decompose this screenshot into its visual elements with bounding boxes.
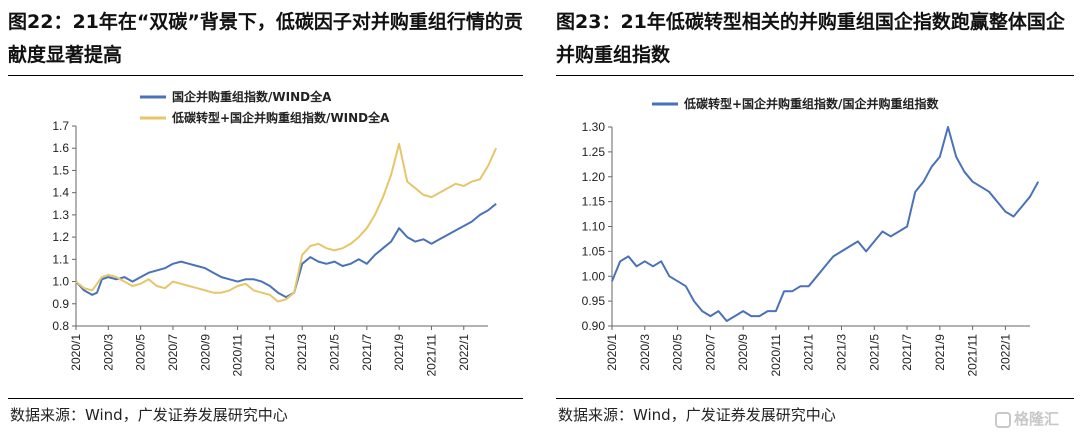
divider (556, 75, 1074, 76)
x-tick-label: 2020/5 (671, 334, 685, 371)
x-tick-label: 2020/9 (736, 334, 750, 371)
y-tick-label: 1.30 (582, 120, 606, 134)
y-tick-label: 1.2 (52, 230, 69, 244)
y-tick-label: 1.7 (52, 119, 69, 133)
legend-label: 国企并购重组指数/WIND全A (172, 89, 332, 104)
x-tick-label: 2020/9 (198, 334, 212, 371)
divider (556, 398, 1074, 399)
source-note: 数据来源：Wind，广发证券发展研究中心 (10, 406, 288, 424)
x-tick-label: 2020/3 (101, 334, 115, 371)
divider (8, 75, 523, 76)
chart-panel-left: 图22：21年在“双碳”背景下，低碳因子对并购重组行情的贡献度显著提高 0.8 0… (0, 0, 530, 442)
y-tick-label: 1.4 (52, 186, 69, 200)
x-tick-label: 2021/7 (360, 334, 374, 371)
y-tick-label: 1.10 (582, 220, 606, 234)
x-tick-label: 2021/1 (263, 334, 277, 371)
watermark-text: 格隆汇 (1014, 410, 1060, 428)
x-tick-label: 2021/3 (295, 334, 309, 371)
y-tick-label: 1.05 (582, 244, 606, 258)
x-tick-label: 2022/1 (998, 334, 1012, 371)
x-tick-label: 2022/1 (457, 334, 471, 371)
y-tick-label: 1.00 (582, 269, 606, 283)
watermark: 格隆汇 (995, 408, 1059, 429)
x-tick-label: 2021/9 (933, 334, 947, 371)
line-chart-right: 0.90 0.95 1.00 1.05 1.10 1.15 1.20 1.25 1.30 2020… (582, 96, 1040, 377)
y-tick-label: 1.15 (582, 195, 606, 209)
series-line (75, 142, 498, 303)
y-tick-label: 1.20 (582, 170, 606, 184)
y-tick-label: 0.9 (52, 297, 69, 311)
x-tick-label: 2020/1 (69, 334, 83, 371)
x-tick-label: 2021/1 (802, 334, 816, 371)
line-chart-left: 0.8 0.9 1.0 1.1 1.2 1.3 1.4 1.5 1.6 1.7 2020/1 2020… (52, 89, 498, 377)
x-tick-label: 2021/11 (966, 334, 980, 377)
chart-title: 图23：21年低碳转型相关的并购重组国企指数跑赢整体国企并购重组指数 (556, 11, 1065, 66)
y-tick-label: 1.25 (582, 145, 606, 159)
x-tick-label: 2020/1 (605, 334, 619, 371)
series-line (75, 203, 497, 299)
y-tick-label: 1.6 (52, 141, 69, 155)
x-tick-label: 2021/5 (328, 334, 342, 371)
x-tick-label: 2021/11 (424, 334, 438, 377)
x-tick-label: 2020/11 (769, 334, 783, 377)
y-tick-label: 0.8 (52, 319, 69, 333)
y-tick-label: 0.90 (582, 319, 606, 333)
x-tick-label: 2021/9 (392, 334, 406, 371)
chart-panel-right: 图23：21年低碳转型相关的并购重组国企指数跑赢整体国企并购重组指数 0.90 0… (548, 0, 1080, 442)
chart-title: 图22：21年在“双碳”背景下，低碳因子对并购重组行情的贡献度显著提高 (8, 11, 523, 66)
x-tick-label: 2020/11 (231, 334, 245, 377)
divider (8, 398, 523, 399)
x-tick-label: 2020/5 (134, 334, 148, 371)
x-tick-label: 2021/5 (867, 334, 881, 371)
x-tick-label: 2020/3 (638, 334, 652, 371)
y-tick-label: 1.3 (52, 208, 69, 222)
legend-label: 低碳转型+国企并购重组指数/国企并购重组指数 (683, 96, 939, 111)
source-note: 数据来源：Wind，广发证券发展研究中心 (558, 406, 836, 424)
x-tick-label: 2020/7 (166, 334, 180, 371)
y-tick-label: 0.95 (582, 294, 606, 308)
legend-label: 低碳转型+国企并购重组指数/WIND全A (171, 110, 390, 125)
x-tick-label: 2020/7 (703, 334, 717, 371)
x-tick-label: 2021/3 (834, 334, 848, 371)
y-tick-label: 1.0 (52, 275, 69, 289)
x-tick-label: 2021/7 (900, 334, 914, 371)
watermark-logo-icon (995, 411, 1011, 428)
series-line (611, 126, 1040, 322)
y-tick-label: 1.1 (52, 252, 69, 266)
y-tick-label: 1.5 (52, 163, 69, 177)
